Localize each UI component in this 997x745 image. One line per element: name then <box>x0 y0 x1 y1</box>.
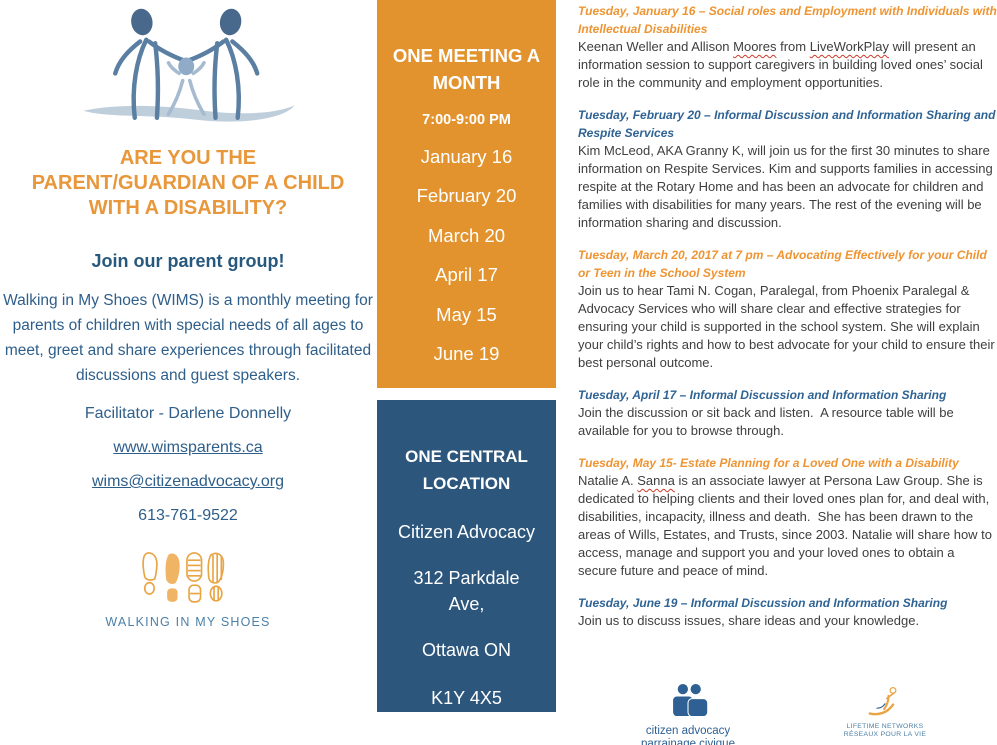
session-body: Join us to hear Tami N. Cogan, Paralegal… <box>578 282 997 372</box>
session-body: Join the discussion or sit back and list… <box>578 404 997 440</box>
body-text: Join us to discuss issues, share ideas a… <box>578 613 920 628</box>
session-entry: Tuesday, January 16 – Social roles and E… <box>578 2 997 92</box>
session-heading: Tuesday, May 15- Estate Planning for a L… <box>578 456 959 470</box>
session-entry: Tuesday, May 15- Estate Planning for a L… <box>578 454 997 580</box>
meeting-title: ONE MEETING A MONTH <box>392 45 541 93</box>
footer-logos: citizen advocacy parrainage civique LIFE… <box>578 684 997 745</box>
meeting-date: May 15 <box>436 303 497 325</box>
session-entry: Tuesday, April 17 – Informal Discussion … <box>578 386 997 440</box>
phone-number: 613-761-9522 <box>138 507 238 524</box>
lifetime-networks-icon <box>868 686 897 716</box>
location-box: ONE CENTRAL LOCATION Citizen Advocacy 31… <box>377 400 556 712</box>
website-link[interactable]: www.wimsparents.ca <box>113 439 263 456</box>
session-heading: Tuesday, March 20, 2017 at 7 pm – Advoca… <box>578 248 987 280</box>
session-entry: Tuesday, June 19 – Informal Discussion a… <box>578 594 997 630</box>
body-text: Keenan Weller and Allison <box>578 39 734 54</box>
misspelled-word: Moores <box>733 39 777 54</box>
meeting-time: 7:00-9:00 PM <box>422 112 511 128</box>
misspelled-word: Sanna <box>637 473 675 488</box>
lifetime-networks-caption-fr: RÉSEAUX POUR LA VIE <box>843 731 927 738</box>
meeting-date: February 20 <box>416 185 517 206</box>
meeting-date: April 17 <box>435 264 498 285</box>
location-line: Ottawa ON <box>421 640 512 660</box>
headline-line: PARENT/GUARDIAN OF A CHILD <box>31 172 345 194</box>
left-column: ARE YOU THE PARENT/GUARDIAN OF A CHILD W… <box>0 0 376 629</box>
session-entry: Tuesday, February 20 – Informal Discussi… <box>578 106 997 232</box>
sessions-column: Tuesday, January 16 – Social roles and E… <box>578 2 997 644</box>
session-heading: Tuesday, April 17 – Informal Discussion … <box>578 388 947 402</box>
headline-line: WITH A DISABILITY? <box>88 197 288 219</box>
session-heading: Tuesday, January 16 – Social roles and E… <box>578 4 997 36</box>
facilitator-line: Facilitator - Darlene Donnelly <box>84 405 292 422</box>
shoe-prints-logo <box>142 552 225 603</box>
session-body: Kim McLeod, AKA Granny K, will join us f… <box>578 142 997 232</box>
meeting-date: June 19 <box>433 343 500 364</box>
misspelled-word: LiveWorkPlay <box>809 39 889 54</box>
meeting-date: March 20 <box>427 224 506 246</box>
body-text: will present an information session to s… <box>578 39 987 90</box>
location-title: ONE CENTRAL LOCATION <box>405 447 528 493</box>
citizen-advocacy-caption-fr: parrainage civique <box>641 738 735 745</box>
body-text: Join the discussion or sit back and list… <box>578 405 958 438</box>
session-body: Keenan Weller and Allison Moores from Li… <box>578 38 997 92</box>
meeting-schedule-box: ONE MEETING A MONTH 7:00-9:00 PM January… <box>377 0 556 388</box>
lifetime-networks-caption-en: LIFETIME NETWORKS <box>846 723 924 730</box>
session-heading: Tuesday, February 20 – Informal Discussi… <box>578 108 996 140</box>
body-text: from <box>776 39 810 54</box>
email-link[interactable]: wims@citizenadvocacy.org <box>91 473 284 490</box>
session-heading: Tuesday, June 19 – Informal Discussion a… <box>578 596 948 610</box>
session-body: Natalie A. Sanna is an associate lawyer … <box>578 472 997 580</box>
headline: ARE YOU THE PARENT/GUARDIAN OF A CHILD W… <box>0 146 376 221</box>
headline-line: ARE YOU THE <box>119 147 257 169</box>
body-text: Kim McLeod, AKA Granny K, will join us f… <box>578 143 997 230</box>
wims-logo-caption: WALKING IN MY SHOES <box>105 615 271 629</box>
citizen-advocacy-logo: citizen advocacy parrainage civique <box>618 684 758 745</box>
body-text: Natalie A. <box>578 473 638 488</box>
citizen-advocacy-icon <box>672 684 709 718</box>
location-line: 312 Parkdale Ave, <box>413 568 520 614</box>
session-body: Join us to discuss issues, share ideas a… <box>578 612 997 630</box>
family-figures-logo <box>83 8 295 122</box>
lifetime-networks-logo: LIFETIME NETWORKS RÉSEAUX POUR LA VIE <box>830 686 940 739</box>
location-line: Citizen Advocacy <box>397 522 536 542</box>
body-text: Join us to hear Tami N. Cogan, Paralegal… <box>578 283 995 370</box>
meeting-date: January 16 <box>420 145 513 167</box>
subheading: Join our parent group! <box>91 251 285 271</box>
group-description: Walking in My Shoes (WIMS) is a monthly … <box>3 292 373 384</box>
body-text: is an associate lawyer at Persona Law Gr… <box>578 473 996 578</box>
location-line: K1Y 4X5 <box>431 688 502 708</box>
session-entry: Tuesday, March 20, 2017 at 7 pm – Advoca… <box>578 246 997 372</box>
citizen-advocacy-caption-en: citizen advocacy <box>645 725 731 737</box>
